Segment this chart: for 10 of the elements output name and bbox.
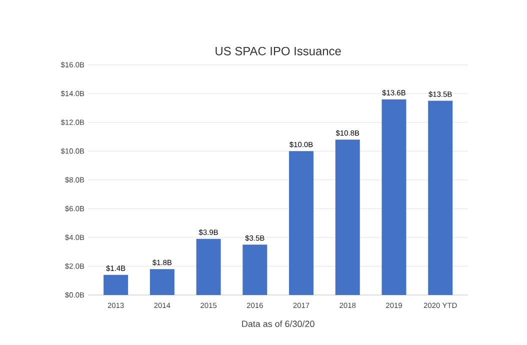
text: Data as of 6/30/20 [242,320,314,328]
bar [428,100,453,295]
bar [104,274,128,295]
bar [382,99,406,295]
bar [150,269,174,295]
bar [289,151,314,295]
chart-title: US SPAC IPO Issuance [216,46,341,56]
bar [335,140,360,295]
bar [242,244,268,295]
bar [196,238,221,295]
